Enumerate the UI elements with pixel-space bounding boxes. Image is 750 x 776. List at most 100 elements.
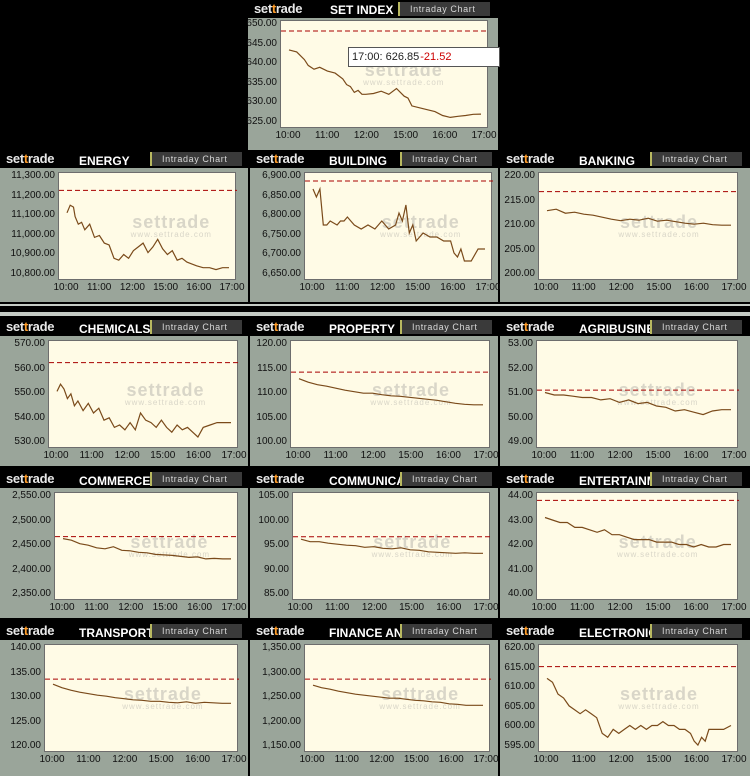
y-tick-label: 6,700.00 [262,248,301,260]
x-tick-label: 15:00 [148,754,174,765]
price-series-line [66,204,229,271]
price-series-line [546,677,732,747]
sector-title: ENERGY [79,154,130,168]
x-tick-label: 16:00 [438,754,464,765]
chart-svg [281,30,489,119]
y-tick-label: 605.00 [504,700,535,712]
x-tick-label: 12:00 [112,754,138,765]
y-tick-label: 1,300.00 [262,666,301,678]
x-tick-label: 10:00 [43,450,69,461]
logo-prefix: set [506,471,524,486]
intraday-chart-tab[interactable]: Intraday Chart [400,152,492,166]
logo-prefix: set [256,471,274,486]
x-tick-label: 11:00 [569,450,595,461]
y-tick-label: 85.00 [263,588,289,599]
x-tick-label: 11:00 [569,602,595,613]
sector-title: CHEMICALS [79,322,151,336]
logo-accent: t [273,623,278,638]
y-tick-label: 90.00 [263,563,289,575]
y-tick-label: 125.00 [10,715,41,727]
intraday-chart-tab[interactable]: Intraday Chart [150,152,242,166]
intraday-chart-tab[interactable]: Intraday Chart [150,320,242,334]
settrade-logo: settrade [256,151,304,166]
logo-prefix: set [6,319,24,334]
y-tick-label: 610.00 [504,681,535,693]
y-tick-label: 43.00 [507,514,533,526]
chart-svg [539,666,739,747]
settrade-logo: settrade [506,623,554,638]
y-tick-label: 11,100.00 [11,209,55,221]
intraday-chart-tab[interactable]: Intraday Chart [398,2,490,16]
intraday-chart-tab[interactable]: Intraday Chart [650,320,742,334]
y-tick-label: 1,150.00 [262,740,301,751]
x-tick-label: 17:00 [721,602,747,613]
logo-suffix: rade [527,471,555,486]
x-tick-label: 17:00 [221,450,247,461]
y-tick-label: 44.00 [507,490,533,501]
y-tick-label: 615.00 [504,661,535,673]
price-series-line [544,391,731,416]
y-tick-label: 115.00 [257,362,287,374]
x-tick-label: 11:00 [323,450,348,461]
x-tick-label: 15:00 [645,602,671,613]
chart-svg [55,536,239,560]
logo-accent: t [23,471,28,486]
intraday-chart-tab[interactable]: Intraday Chart [650,472,742,486]
x-tick-label: 11:00 [79,450,104,461]
x-tick-label: 10:00 [299,754,325,765]
intraday-chart-tab[interactable]: Intraday Chart [150,624,242,638]
x-tick-label: 15:00 [152,602,178,613]
plot-area: settrade www.settrade.com [538,644,739,752]
logo-suffix: rade [277,319,305,334]
intraday-chart-tab[interactable]: Intraday Chart [650,152,742,166]
y-tick-label: 210.00 [504,219,535,230]
intraday-chart-tab[interactable]: Intraday Chart [400,320,492,334]
y-tick-label: 40.00 [507,588,533,599]
logo-suffix: rade [277,623,305,638]
chart-svg [305,678,491,706]
x-tick-label: 16:00 [186,282,212,293]
x-tick-label: 12:00 [369,282,395,293]
intraday-chart-tab[interactable]: Intraday Chart [400,624,492,638]
y-tick-label: 530.00 [14,436,45,447]
logo-prefix: set [6,151,24,166]
x-tick-label: 16:00 [432,130,458,141]
price-series-line [62,538,231,560]
intraday-chart-tab[interactable]: Intraday Chart [650,624,742,638]
y-tick-label: 200.00 [504,268,535,279]
chart-svg [49,362,239,438]
intraday-chart-tab[interactable]: Intraday Chart [150,472,242,486]
logo-accent: t [273,471,278,486]
y-tick-label: 6,850.00 [262,189,301,201]
y-tick-label: 10,800.00 [10,268,56,279]
y-tick-label: 550.00 [14,387,45,398]
x-tick-label: 15:00 [645,450,671,461]
logo-prefix: set [506,623,524,638]
x-tick-label: 12:00 [608,282,634,293]
logo-prefix: set [506,319,524,334]
y-tick-label: 1,350.00 [262,642,301,653]
y-tick-label: 140.00 [10,642,41,653]
row-separator [0,304,750,306]
y-tick-label: 625.00 [246,116,277,127]
y-tick-label: 50.00 [507,411,533,423]
sector-title: ELECTRONIC [579,626,657,640]
settrade-logo: settrade [6,151,54,166]
chart-svg [293,536,491,554]
x-tick-label: 17:00 [473,602,499,613]
x-tick-label: 15:00 [403,754,429,765]
x-tick-label: 17:00 [475,282,501,293]
intraday-chart-tab[interactable]: Intraday Chart [400,472,492,486]
y-tick-label: 640.00 [246,57,277,69]
x-tick-label: 10:00 [49,602,75,613]
y-tick-label: 1,250.00 [262,691,301,702]
y-tick-label: 105.00 [256,411,287,423]
sector-title: BUILDING [329,154,387,168]
x-tick-label: 12:00 [118,602,144,613]
y-tick-label: 10,900.00 [10,248,56,260]
x-tick-label: 10:00 [53,282,79,293]
x-tick-label: 16:00 [187,602,213,613]
x-tick-label: 17:00 [473,754,499,765]
settrade-logo: settrade [506,471,554,486]
x-tick-label: 17:00 [721,754,747,765]
